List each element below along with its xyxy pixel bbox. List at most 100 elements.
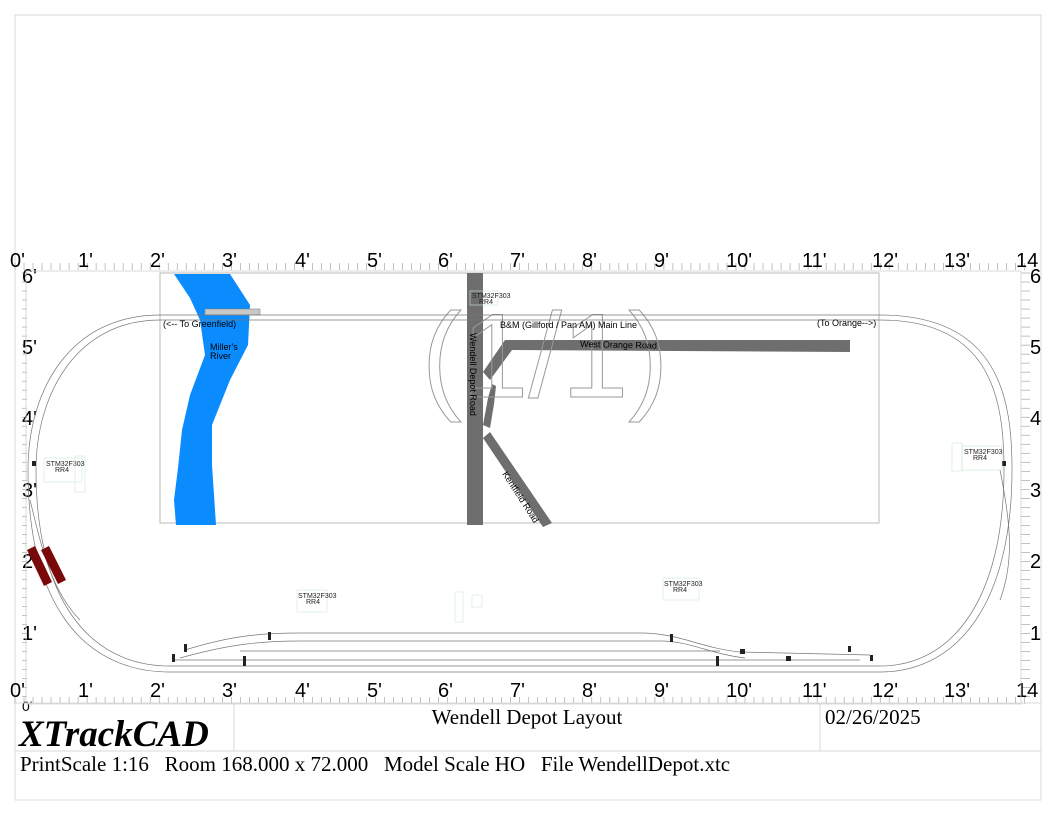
right-ruler-label: 4 (1030, 408, 1041, 430)
board-name-label: RR4 (673, 587, 687, 594)
bumper (716, 656, 719, 666)
right-ruler-label: 5 (1030, 337, 1041, 359)
top-ruler-label: 4' (295, 250, 310, 272)
bottom-ruler-label: 9' (654, 680, 669, 702)
main-loop-outer (27, 314, 1013, 673)
controller-board: STM32F303 RR4 (43, 457, 85, 483)
millers-river (174, 274, 250, 525)
top-ruler-label: 14 (1016, 250, 1038, 272)
yard-track (184, 632, 871, 656)
page-marker: (1/1) (422, 289, 669, 423)
label-millers-river-2: River (210, 351, 231, 361)
board-outline (43, 457, 83, 483)
left-ruler-labels: 6' 5' 4' 3' 2' 1' 0' (22, 266, 37, 714)
track-markers (32, 461, 1006, 666)
bottom-ruler-label: 14 (1016, 680, 1038, 702)
bottom-ruler-label: 11' (802, 680, 827, 702)
scenery-module-outline (159, 272, 880, 524)
drawing-date: 02/26/2025 (825, 705, 921, 729)
bottom-ruler-label: 6' (438, 680, 453, 702)
controller-board: STM32F303 RR4 (961, 445, 1003, 471)
board-chip-label: STM32F303 (664, 581, 703, 588)
left-ruler-label: 5' (22, 337, 37, 359)
left-ruler-label: 1' (22, 623, 37, 645)
top-ruler-label: 5' (367, 250, 382, 272)
label-millers-river-1: Miller's (210, 342, 238, 352)
top-ruler-label: 7' (510, 250, 525, 272)
right-ruler-label: 6 (1030, 266, 1041, 288)
top-ruler-label: 6' (438, 250, 453, 272)
bumper (172, 654, 175, 662)
left-ruler-label: 6' (22, 266, 37, 288)
bumper (740, 649, 745, 654)
controller-board: STM32F303 RR4 (469, 290, 511, 306)
board-name-label: RR4 (973, 455, 987, 462)
freight-car (27, 546, 52, 586)
west-orange-road (483, 340, 850, 380)
yard-track (29, 499, 81, 621)
drawing-title: Wendell Depot Layout (431, 705, 623, 729)
top-ruler-labels: 0' 1' 2' 3' 4' 5' 6' 7' 8' 9' 10' 11' 12… (10, 250, 1038, 272)
bottom-ruler-label: 8' (582, 680, 597, 702)
title-block: XTrackCAD Wendell Depot Layout 02/26/202… (15, 703, 1041, 800)
board-chip-label: STM32F303 (964, 449, 1003, 456)
freight-car (41, 546, 66, 584)
left-ruler-label: 3' (22, 480, 37, 502)
yard-track (999, 469, 1010, 601)
top-ruler-label: 9' (654, 250, 669, 272)
room-outline (25, 270, 1022, 705)
top-ruler-label: 8' (582, 250, 597, 272)
label-to-orange: (To Orange-->) (817, 318, 876, 328)
bumper (670, 634, 673, 642)
top-ruler-label: 10' (726, 250, 752, 272)
top-ruler-label: 3' (222, 250, 237, 272)
top-ruler-label: 12' (872, 250, 898, 272)
top-ruler-label: 11' (802, 250, 827, 272)
bottom-ruler-label: 0' (10, 680, 25, 702)
right-ruler-label: 3 (1030, 480, 1041, 502)
component-footprint (74, 455, 86, 493)
river-bridge (204, 308, 261, 316)
controller-board: STM32F303 RR4 (296, 589, 337, 613)
component-footprint (454, 591, 464, 623)
bumper (848, 646, 851, 652)
bottom-ruler-label: 3' (222, 680, 237, 702)
bumper (1002, 461, 1006, 466)
rolling-stock (27, 546, 66, 586)
board-name-label: RR4 (479, 299, 493, 306)
top-ruler-label: 2' (150, 250, 165, 272)
bumper (32, 461, 36, 466)
bottom-ruler-label: 5' (367, 680, 382, 702)
title-block-frame (15, 702, 1041, 752)
bottom-ruler-label: 7' (510, 680, 525, 702)
bottom-ruler-label: 1' (78, 680, 93, 702)
label-wendell-depot-road: Wendell Depot Road (468, 333, 478, 416)
side-road-stub (483, 384, 496, 428)
label-west-orange-road: West Orange Road (580, 339, 657, 351)
bottom-ruler-label: 13' (944, 680, 970, 702)
xtrackcad-logo: XTrackCAD (19, 714, 209, 755)
board-chip-label: STM32F303 (472, 293, 511, 300)
bumper (268, 632, 271, 640)
wendell-depot-road (467, 273, 483, 525)
board-chip-label: STM32F303 (46, 461, 85, 468)
bumper (243, 656, 246, 666)
bottom-ruler-label: 12' (872, 680, 898, 702)
component-footprints (74, 442, 963, 623)
board-outline (296, 589, 328, 613)
right-ruler-label: 2 (1030, 551, 1041, 573)
drawing-info: PrintScale 1:16 Room 168.000 x 72.000 Mo… (20, 752, 731, 776)
left-ruler-label: 0' (22, 698, 32, 714)
board-outline (469, 290, 499, 306)
controller-boards: STM32F303 RR4 STM32F303 RR4 STM32F303 RR… (43, 290, 1003, 613)
bumper (184, 644, 187, 652)
bottom-ruler-label: 10' (726, 680, 752, 702)
bumper (786, 656, 791, 661)
kentfield-road (483, 432, 552, 527)
bottom-ruler-label: 2' (150, 680, 165, 702)
board-name-label: RR4 (306, 599, 320, 606)
right-ruler-label: 1 (1030, 623, 1041, 645)
top-ruler-label: 13' (944, 250, 970, 272)
bumper (870, 655, 873, 661)
